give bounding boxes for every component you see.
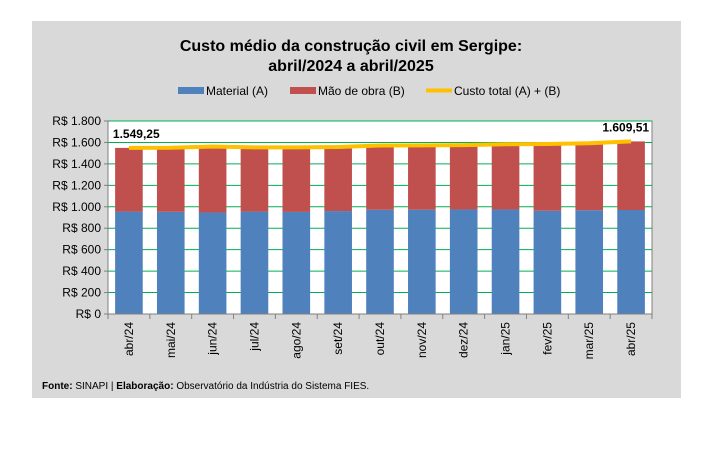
bar-mao-de-obra [408, 145, 436, 210]
y-tick-label: R$ 600 [62, 243, 101, 257]
chart: Custo médio da construção civil em Sergi… [52, 38, 653, 360]
source-separator: | [110, 381, 114, 392]
bar-mao-de-obra [366, 145, 394, 210]
legend-swatch [290, 87, 316, 94]
bars [115, 141, 645, 314]
bar-material [324, 211, 352, 314]
bar-mao-de-obra [491, 144, 520, 210]
bar-mao-de-obra [156, 147, 185, 212]
y-tick-label: R$ 200 [62, 286, 101, 300]
bar-material [408, 209, 436, 314]
bar-material [115, 211, 143, 314]
elaboration-value: Observatório da Indústria do Sistema FIE… [176, 381, 370, 392]
bar-mao-de-obra [115, 147, 143, 212]
y-tick-label: R$ 1.600 [52, 135, 101, 149]
elaboration-label: Elaboração: [116, 381, 174, 392]
total-cost-line [128, 139, 632, 150]
bar-material [449, 209, 478, 314]
bar-material [366, 209, 394, 314]
legend-swatch [178, 87, 204, 94]
bar-material [240, 211, 269, 314]
y-tick-label: R$ 1.400 [52, 157, 101, 171]
bar-material [617, 209, 645, 314]
bar-material [282, 211, 311, 314]
legend: Material (A) Mão de obra (B) Custo total (… [178, 84, 560, 98]
legend-label: Custo total (A) + (B) [454, 84, 560, 98]
bar-mao-de-obra [282, 147, 311, 212]
x-tick-label: abr/24 [122, 322, 136, 356]
value-label: 1.549,25 [113, 127, 160, 141]
total-line [128, 139, 632, 150]
x-tick-label: ago/24 [289, 322, 303, 359]
bar-material [533, 210, 562, 314]
bar-mao-de-obra [324, 147, 352, 212]
x-axis: abr/24 mai/24 jun/24 jul/24 ago/24 set/24 out/… [107, 313, 653, 360]
bar-mao-de-obra [449, 145, 478, 210]
source-note: Fonte: SINAPI | Elaboração: Observatório… [42, 381, 369, 392]
value-label: 1.609,51 [602, 120, 649, 134]
y-tick-label: R$ 1.200 [52, 178, 101, 192]
x-tick-label: fev/25 [540, 322, 554, 355]
source-value: SINAPI [75, 381, 109, 392]
bar-material [156, 211, 185, 314]
x-tick-label: nov/24 [415, 322, 429, 358]
y-tick-label: R$ 1.800 [52, 114, 101, 128]
x-tick-label: dez/24 [457, 322, 471, 358]
x-tick-label: jan/25 [499, 322, 513, 356]
x-tick-label: jul/24 [247, 322, 261, 352]
x-tick-label: jun/24 [206, 322, 220, 356]
y-tick-label: R$ 400 [62, 264, 101, 278]
chart-title-line-2: abril/2024 a abril/2025 [268, 58, 434, 75]
x-tick-label: set/24 [331, 322, 345, 355]
chart-panel: Custo médio da construção civil em Sergi… [32, 21, 681, 398]
chart-title-line-1: Custo médio da construção civil em Sergi… [180, 38, 522, 55]
bar-material [575, 210, 604, 314]
y-tick-label: R$ 1.000 [52, 200, 101, 214]
bar-mao-de-obra [198, 146, 227, 213]
x-tick-label: mai/24 [164, 322, 178, 358]
legend-label: Mão de obra (B) [318, 84, 405, 98]
bar-mao-de-obra [617, 141, 645, 210]
bar-material [491, 209, 520, 314]
bar-material [198, 212, 227, 314]
annotations: 1.549,25 1.609,51 [113, 120, 649, 140]
bar-mao-de-obra [533, 143, 562, 211]
x-tick-label: out/24 [373, 322, 387, 356]
y-tick-label: R$ 0 [76, 307, 102, 321]
legend-label: Material (A) [206, 84, 268, 98]
bar-mao-de-obra [575, 143, 604, 211]
source-label: Fonte: [42, 381, 73, 392]
y-tick-label: R$ 800 [62, 221, 101, 235]
x-tick-label: mar/25 [582, 322, 596, 360]
bar-mao-de-obra [240, 147, 269, 212]
y-axis: R$ 0 R$ 200 R$ 400 R$ 600 R$ 800 R$ 1.000 R$ 1… [52, 114, 108, 321]
x-tick-label: abr/25 [624, 322, 638, 356]
